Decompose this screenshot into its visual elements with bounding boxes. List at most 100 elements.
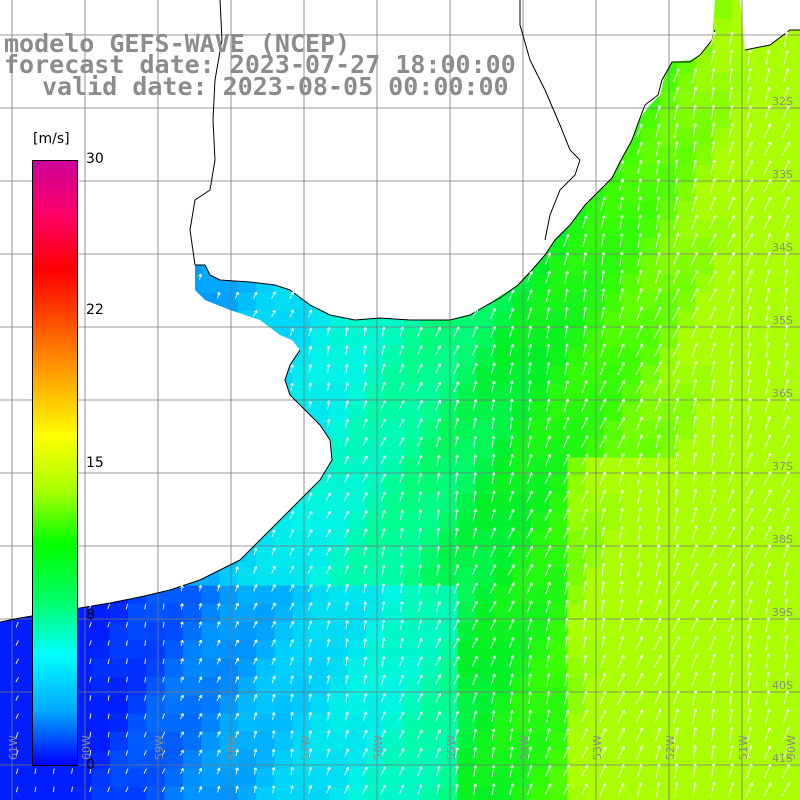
wind-arrow	[344, 748, 350, 758]
field-cell	[677, 658, 696, 678]
wind-arrow	[729, 68, 734, 84]
wind-arrow	[380, 748, 386, 758]
wind-arrow	[599, 380, 607, 394]
field-cell	[54, 786, 74, 800]
field-cell	[183, 786, 202, 800]
wind-arrow	[655, 452, 661, 468]
field-cell	[732, 54, 751, 74]
wind-arrow	[271, 309, 276, 318]
wind-arrow	[635, 361, 644, 376]
field-cell	[146, 713, 166, 733]
wind-arrow	[782, 727, 790, 742]
wind-arrow	[289, 638, 295, 647]
wind-arrow	[436, 582, 441, 594]
field-cell	[439, 622, 459, 642]
wind-arrow	[729, 415, 734, 431]
field-cell	[256, 585, 276, 605]
field-cell	[677, 164, 696, 184]
field-cell	[530, 329, 550, 349]
wind-arrow	[398, 729, 405, 740]
wind-arrow	[580, 453, 589, 467]
field-cell	[567, 219, 587, 239]
field-cell	[439, 439, 459, 459]
wind-arrow	[674, 177, 679, 194]
wind-arrow	[344, 711, 349, 721]
wind-arrow	[782, 86, 790, 102]
field-cell	[164, 658, 184, 678]
wind-arrow	[727, 526, 735, 541]
wind-arrow	[161, 731, 166, 738]
wind-arrow	[619, 288, 624, 303]
field-cell	[329, 567, 349, 587]
field-cell	[585, 292, 605, 312]
wind-arrow	[89, 713, 92, 720]
wind-arrow	[618, 178, 625, 193]
field-cell	[530, 494, 550, 513]
wind-arrow	[636, 599, 643, 614]
wind-arrow	[473, 746, 478, 759]
field-cell	[439, 457, 459, 477]
field-cell	[640, 164, 660, 184]
field-cell	[695, 512, 715, 532]
field-cell	[237, 603, 257, 623]
field-cell	[786, 219, 800, 239]
field-cell	[109, 786, 129, 800]
wind-arrow	[526, 600, 533, 613]
field-cell	[567, 494, 587, 513]
field-cell	[549, 439, 568, 459]
longitude-label: 58W	[226, 735, 239, 760]
wind-arrow	[71, 768, 73, 774]
wind-arrow	[307, 602, 313, 611]
wind-arrow	[144, 713, 147, 720]
wind-arrow	[764, 415, 771, 431]
field-cell	[237, 695, 257, 715]
field-cell	[384, 475, 404, 495]
field-cell	[512, 622, 532, 642]
field-cell	[549, 512, 568, 532]
field-cell	[402, 549, 422, 568]
field-cell	[622, 622, 642, 642]
wind-arrow	[290, 748, 294, 757]
wind-arrow	[308, 656, 313, 666]
field-cell	[713, 329, 733, 349]
field-cell	[128, 732, 147, 751]
field-cell	[732, 420, 751, 440]
field-cell	[366, 732, 385, 751]
wind-arrow	[746, 452, 753, 468]
field-cell	[585, 475, 605, 495]
field-cell	[658, 768, 678, 788]
wind-arrow	[15, 621, 19, 628]
field-cell	[475, 677, 495, 696]
wind-arrow	[710, 122, 716, 139]
field-cell	[0, 622, 19, 642]
wind-arrow	[271, 785, 276, 794]
wind-arrow	[325, 529, 331, 538]
wind-arrow	[601, 233, 606, 248]
field-cell	[384, 402, 404, 422]
wind-arrow	[600, 215, 606, 229]
wind-arrow	[144, 640, 147, 646]
field-cell	[603, 512, 623, 532]
field-cell	[457, 549, 477, 568]
wind-arrows	[15, 31, 790, 797]
field-cell	[677, 219, 696, 239]
field-cell	[512, 567, 532, 587]
field-cell	[384, 786, 404, 800]
field-cell	[366, 622, 385, 642]
field-cell	[457, 732, 477, 751]
wind-arrow	[144, 603, 147, 610]
wind-arrow	[599, 471, 607, 485]
wind-arrow	[709, 196, 717, 211]
title-forecast-date: forecast date: 2023-07-27 18:00:00	[4, 50, 516, 79]
field-cell	[695, 585, 715, 605]
wind-arrow	[436, 472, 441, 484]
field-cell	[512, 640, 532, 660]
wind-arrow	[763, 782, 772, 797]
field-cell	[384, 713, 404, 733]
field-cell	[732, 274, 751, 294]
wind-arrow	[326, 748, 331, 758]
field-cell	[274, 311, 294, 330]
field-cell	[677, 329, 696, 349]
field-cell	[292, 366, 312, 385]
